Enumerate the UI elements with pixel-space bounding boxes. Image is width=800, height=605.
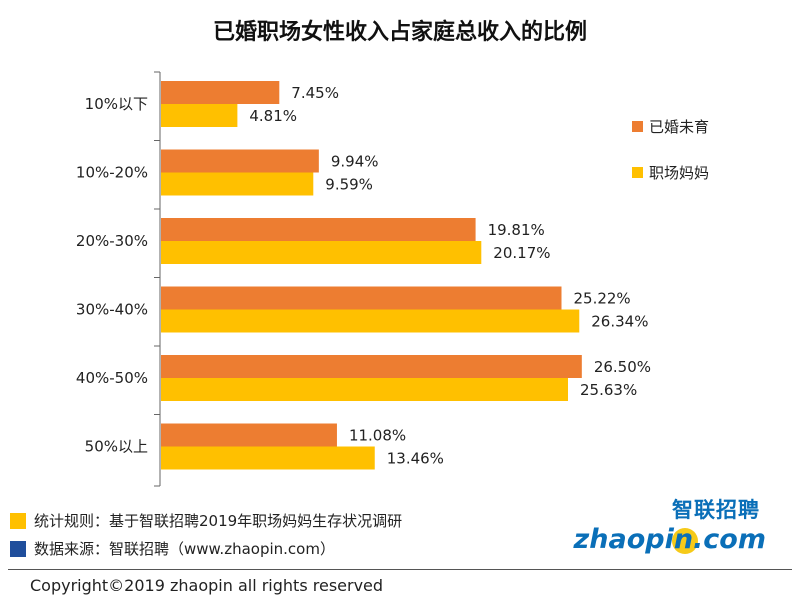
data-label: 25.63% [580,381,637,399]
legend-swatch-yellow [632,167,643,178]
bar-mothers [161,309,580,333]
bar-unmarried [161,149,319,173]
chart-title: 已婚职场女性收入占家庭总收入的比例 [212,20,587,45]
yellow-square-icon [10,512,26,529]
data-label: 9.94% [331,153,379,171]
bar-unmarried [161,218,476,241]
bar-mothers [161,241,482,264]
category-label: 10%以下 [85,95,148,113]
data-label: 9.59% [325,176,373,194]
zhaopin-logo: 智联招聘 zhaopin.com [574,494,780,564]
bar-unmarried [161,286,562,310]
data-label: 13.46% [387,450,444,468]
bar-mothers [161,378,569,401]
legend-item-mothers: 职场妈妈 [632,162,709,183]
bar-mothers [161,172,314,196]
category-label: 10%-20% [76,164,148,182]
data-label: 19.81% [488,221,545,239]
logo-cn-text: 智联招聘 [672,498,760,522]
data-label: 26.34% [591,313,648,331]
legend-label: 已婚未育 [649,118,710,136]
data-label: 4.81% [249,107,297,125]
bar-unmarried [161,81,280,104]
data-label: 20.17% [493,244,550,262]
legend-label: 职场妈妈 [649,164,710,182]
category-label: 40%-50% [76,369,148,387]
legend-item-unmarried: 已婚未育 [632,116,709,137]
footer-divider [8,569,792,570]
bar-mothers [161,446,375,470]
data-label: 26.50% [594,358,651,376]
data-label: 11.08% [349,427,406,445]
copyright-text: Copyright©2019 zhaopin all rights reserv… [30,576,384,595]
blue-square-icon [10,540,26,557]
data-label: 25.22% [573,290,630,308]
bar-chart: 10%以下 7.45% 4.81% 10%-20% 9.94% 9.59% 20%-30% 1… [76,71,651,487]
data-label: 7.45% [291,84,339,102]
footnote-source: 数据来源：智联招聘（www.zhaopin.com） [10,538,335,559]
category-label: 50%以上 [85,438,148,456]
bar-mothers [161,104,238,127]
logo-en-text: zhaopin.com [573,524,766,555]
category-label: 20%-30% [76,232,148,250]
category-label: 30%-40% [76,301,148,319]
logo-dot-icon [672,528,698,554]
footnote-rule-text: 统计规则：基于智联招聘2019年职场妈妈生存状况调研 [34,512,403,530]
bar-unmarried [161,423,337,447]
footnote-rule: 统计规则：基于智联招聘2019年职场妈妈生存状况调研 [10,510,402,531]
bar-unmarried [161,355,582,378]
legend-swatch-orange [632,121,643,132]
footnote-source-text: 数据来源：智联招聘（www.zhaopin.com） [34,540,335,558]
